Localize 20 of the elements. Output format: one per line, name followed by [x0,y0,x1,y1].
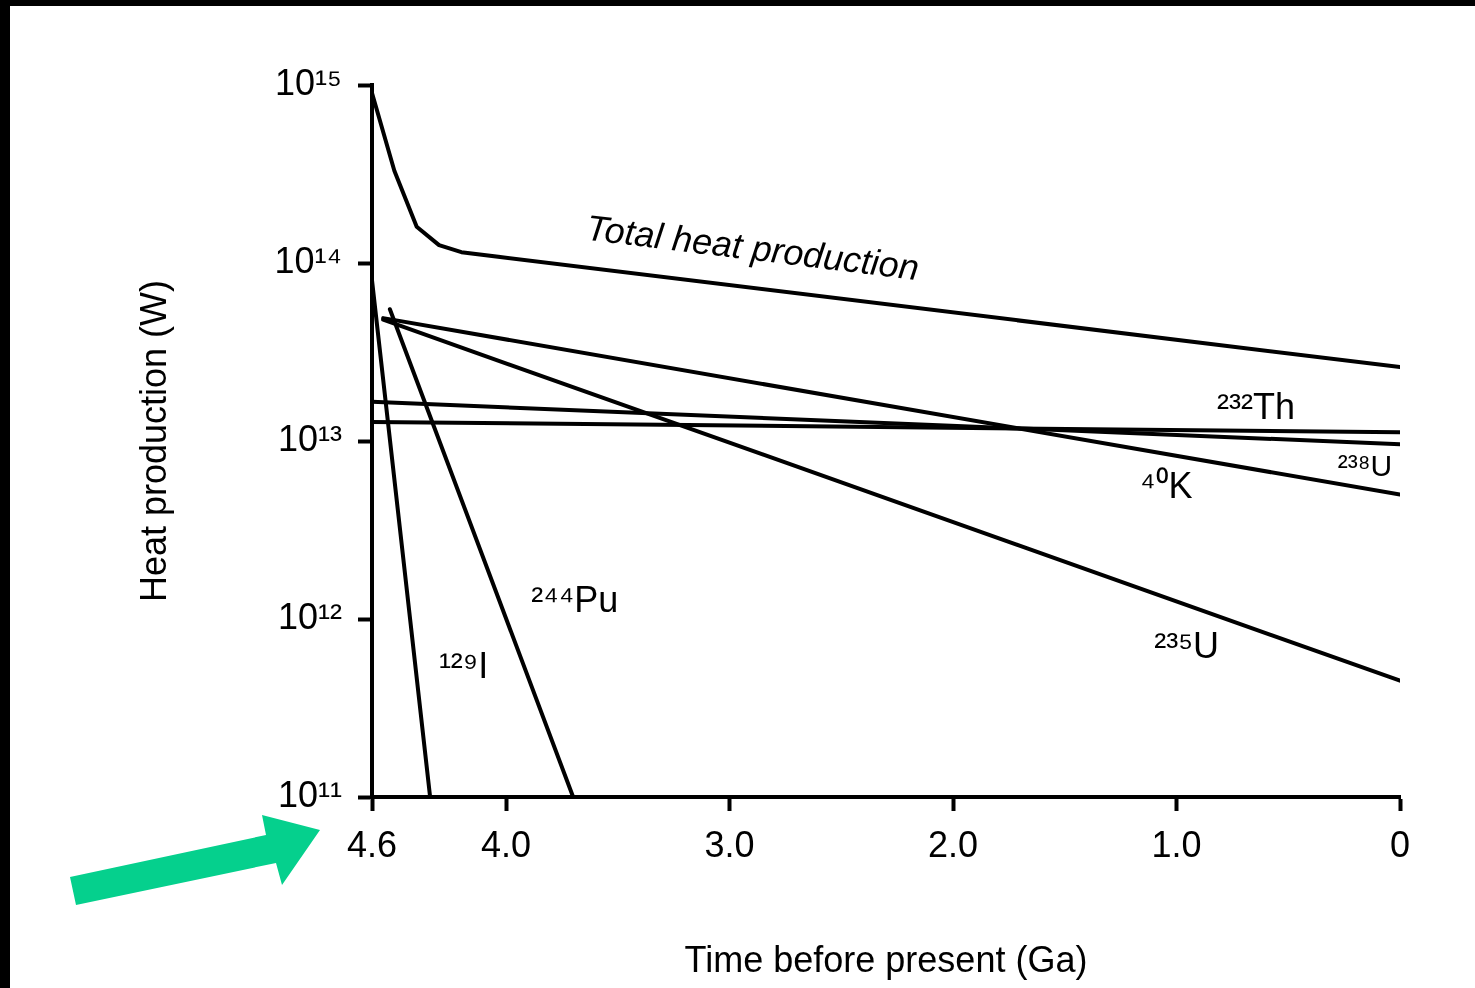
text: Total heat production [584,206,922,289]
series-label: ²³⁸U [1337,449,1393,483]
y-tick-label: 10¹⁴ [274,239,342,281]
x-tick-label: 4.0 [481,823,532,865]
series-label: ²³⁵U [1154,625,1220,667]
x-tick-label: 0 [1389,823,1411,865]
x-tick-label: 1.0 [1151,823,1202,865]
series-label: ¹²⁹I [438,644,489,686]
x-tick-label: 3.0 [704,823,755,865]
series-label: ⁴⁰K [1140,464,1193,506]
y-tick-label: 10¹² [277,595,342,637]
x-tick-label: 4.6 [346,823,398,865]
y-tick-label: 10¹³ [277,417,342,459]
series-label: ²⁴⁴Pu [531,578,619,620]
y-axis-title: Heat production (W) [132,279,174,603]
y-tick-label: 10¹⁵ [275,61,342,103]
x-tick-label: 2.0 [928,823,979,865]
series-label: ²³²Th [1217,385,1296,427]
y-tick-label: 10¹¹ [277,773,342,815]
x-axis-title: Time before present (Ga) [684,939,1088,981]
